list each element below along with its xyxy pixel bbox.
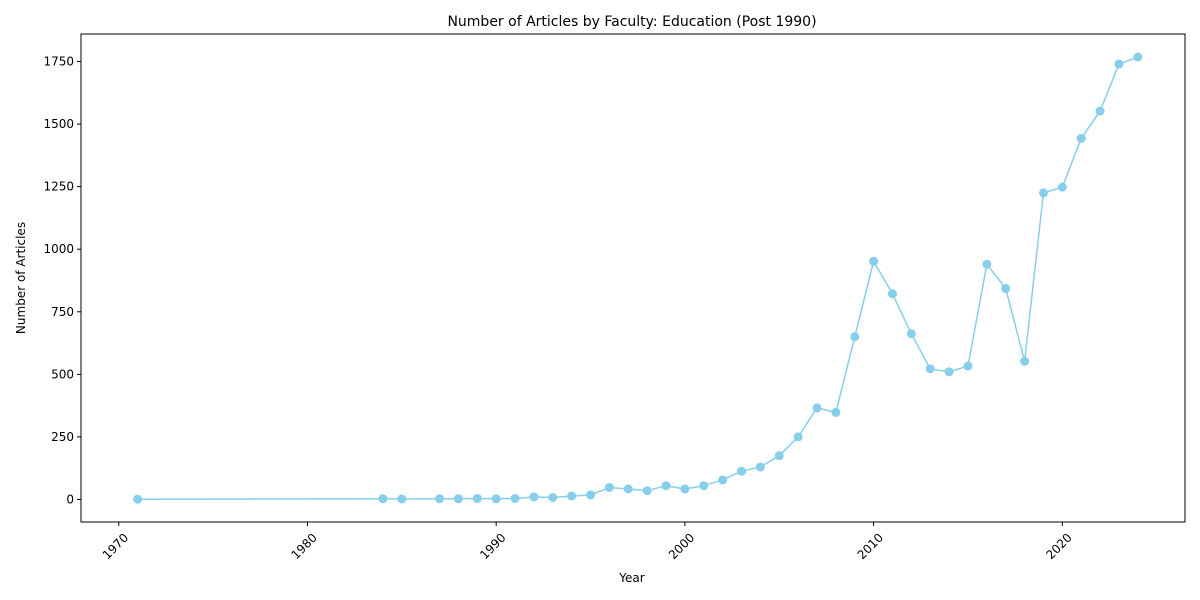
data-point bbox=[812, 403, 822, 413]
data-point bbox=[1076, 133, 1086, 143]
y-axis-title: Number of Articles bbox=[14, 222, 28, 334]
data-point bbox=[435, 494, 445, 504]
data-point bbox=[642, 486, 652, 496]
data-point bbox=[887, 289, 897, 299]
data-point bbox=[604, 482, 614, 492]
x-axis-title: Year bbox=[618, 571, 644, 585]
data-point bbox=[510, 493, 520, 503]
data-point bbox=[850, 332, 860, 342]
data-point bbox=[944, 367, 954, 377]
data-point bbox=[472, 493, 482, 503]
data-point bbox=[623, 484, 633, 494]
data-point bbox=[567, 491, 577, 501]
data-point bbox=[453, 494, 463, 504]
data-point bbox=[774, 451, 784, 461]
data-point bbox=[793, 432, 803, 442]
data-point bbox=[906, 329, 916, 339]
y-tick-label: 0 bbox=[66, 492, 74, 506]
y-axis: 0 250 500 750 1000 1250 1500 1750 bbox=[43, 55, 81, 506]
y-tick-label: 1750 bbox=[43, 55, 74, 69]
data-point bbox=[1057, 182, 1067, 192]
data-point bbox=[529, 492, 539, 502]
data-point bbox=[133, 494, 143, 504]
axes-frame bbox=[80, 33, 1186, 523]
data-point bbox=[869, 256, 879, 266]
chart-title: Number of Articles by Faculty: Education… bbox=[447, 14, 816, 30]
data-point bbox=[1114, 59, 1124, 69]
data-point bbox=[737, 466, 747, 476]
data-point bbox=[1020, 356, 1030, 366]
data-point bbox=[491, 494, 501, 504]
data-point bbox=[397, 494, 407, 504]
data-point bbox=[1038, 188, 1048, 198]
data-point bbox=[586, 490, 596, 500]
data-point bbox=[699, 481, 709, 491]
y-tick-label: 750 bbox=[51, 305, 74, 319]
data-point bbox=[1095, 106, 1105, 116]
data-point bbox=[548, 492, 558, 502]
data-point bbox=[831, 407, 841, 417]
data-point bbox=[982, 259, 992, 269]
data-point bbox=[378, 494, 388, 504]
y-tick-label: 1500 bbox=[43, 117, 74, 131]
data-point bbox=[755, 462, 765, 472]
data-point bbox=[1133, 52, 1143, 62]
y-tick-label: 500 bbox=[51, 367, 74, 381]
y-tick-label: 250 bbox=[51, 430, 74, 444]
data-point bbox=[925, 364, 935, 374]
y-tick-label: 1250 bbox=[43, 180, 74, 194]
data-point bbox=[963, 361, 973, 371]
data-point bbox=[661, 481, 671, 491]
plot-area bbox=[133, 52, 1143, 504]
y-tick-label: 1000 bbox=[43, 242, 74, 256]
data-point bbox=[718, 475, 728, 485]
data-point bbox=[680, 484, 690, 494]
data-point bbox=[1001, 284, 1011, 294]
